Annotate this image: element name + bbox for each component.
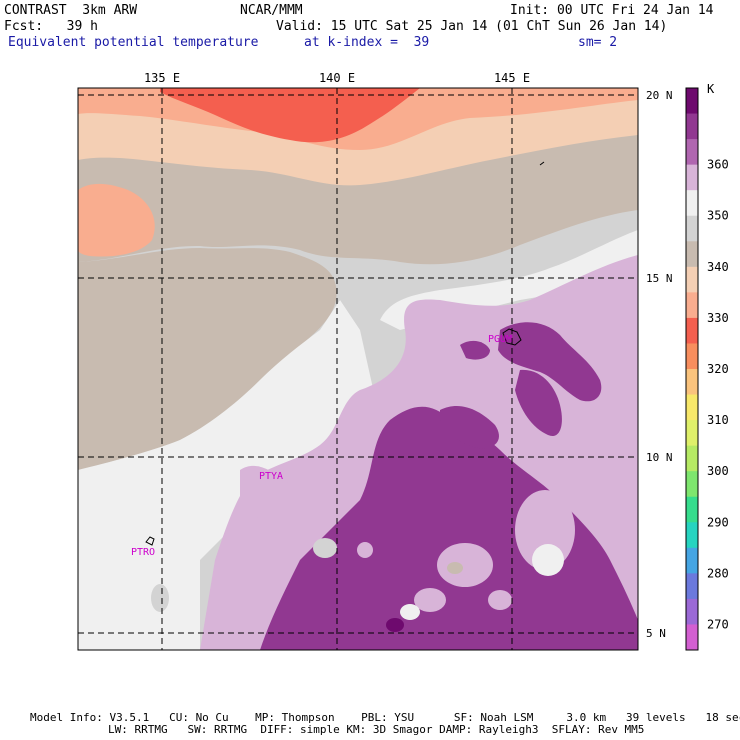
colorbar-swatch (686, 445, 698, 472)
colorbar-swatch (686, 496, 698, 523)
colorbar-swatch (686, 266, 698, 293)
colorbar-tick-label: 300 (707, 464, 729, 478)
colorbar-swatch (686, 547, 698, 574)
header-model-name: CONTRAST 3km ARW (4, 3, 138, 18)
colorbar-tick-label: 310 (707, 413, 729, 427)
colorbar-frame (685, 87, 699, 651)
colorbar-tick-label: 280 (707, 566, 729, 580)
header-smoothing: sm= 2 (578, 35, 618, 50)
colorbar-tick-label: 320 (707, 362, 729, 376)
colorbar-swatch (686, 471, 698, 498)
colorbar-swatch (686, 190, 698, 217)
colorbar-swatch (686, 598, 698, 625)
header-k-index: at k-index = 39 (304, 35, 430, 50)
header-forecast-hour: Fcst: 39 h (4, 19, 98, 34)
station-label-ptya: PTYA (259, 471, 283, 482)
colorbar-tick-label: 290 (707, 515, 729, 529)
footer-model-info-2: LW: RRTMG SW: RRTMG DIFF: simple KM: 3D … (108, 723, 645, 736)
lat-label-5: 5 N (646, 627, 666, 640)
lat-label-10: 10 N (646, 451, 673, 464)
header-field-name: Equivalent potential temperature (8, 35, 259, 50)
colorbar-swatch (686, 420, 698, 447)
colorbar-swatch (686, 292, 698, 319)
header-init-time: Init: 00 UTC Fri 24 Jan 14 (510, 3, 714, 18)
colorbar (685, 87, 699, 651)
footer-model-info-1: Model Info: V3.5.1 CU: No Cu MP: Thompso… (30, 711, 740, 724)
lat-lon-grid (78, 88, 638, 650)
colorbar-swatch (686, 215, 698, 242)
colorbar-swatch (686, 573, 698, 600)
colorbar-swatch (686, 139, 698, 166)
colorbar-swatch (686, 394, 698, 421)
lat-label-15: 15 N (646, 272, 673, 285)
header-org: NCAR/MMM (240, 3, 303, 18)
colorbar-swatch (686, 88, 698, 115)
colorbar-tick-label: 340 (707, 260, 729, 274)
station-label-ptro: PTRO (131, 547, 155, 558)
colorbar-swatch (686, 522, 698, 549)
colorbar-tick-label: 350 (707, 209, 729, 223)
theta-e-field (78, 88, 638, 650)
colorbar-tick-label: 330 (707, 311, 729, 325)
colorbar-tick-label: 270 (707, 617, 729, 631)
island-coastline (539, 161, 545, 166)
colorbar-ticks: 360 350 340 330 320 310 300 290 280 270 (707, 158, 729, 632)
colorbar-swatch (686, 624, 698, 651)
colorbar-swatch (686, 317, 698, 344)
guam-coastline (502, 328, 522, 346)
colorbar-swatch (686, 164, 698, 191)
station-label-pgum: PGUM (488, 334, 512, 345)
colorbar-swatch (686, 343, 698, 370)
colorbar-tick-label: 360 (707, 158, 729, 172)
colorbar-unit: K (707, 82, 715, 96)
palau-coastline (145, 536, 155, 546)
colorbar-swatch (686, 369, 698, 396)
colorbar-swatch (686, 113, 698, 140)
lon-label-135: 135 E (144, 71, 180, 85)
lon-label-140: 140 E (319, 71, 355, 85)
lat-label-20: 20 N (646, 89, 673, 102)
lon-label-145: 145 E (494, 71, 530, 85)
colorbar-swatch (686, 241, 698, 268)
header-valid-time: Valid: 15 UTC Sat 25 Jan 14 (01 ChT Sun … (276, 19, 668, 34)
